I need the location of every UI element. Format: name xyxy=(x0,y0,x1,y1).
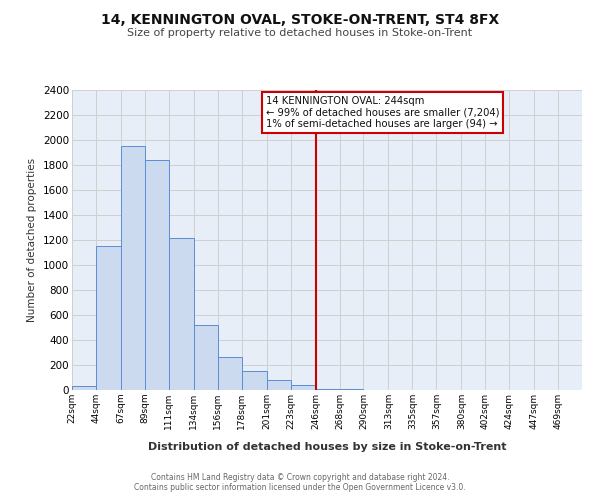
Bar xyxy=(218,357,242,390)
Bar xyxy=(169,238,194,390)
Bar xyxy=(145,160,169,390)
Text: 14 KENNINGTON OVAL: 244sqm
← 99% of detached houses are smaller (7,204)
1% of se: 14 KENNINGTON OVAL: 244sqm ← 99% of deta… xyxy=(266,96,499,129)
Bar xyxy=(316,389,340,390)
Text: Distribution of detached houses by size in Stoke-on-Trent: Distribution of detached houses by size … xyxy=(148,442,506,452)
Bar xyxy=(121,146,145,390)
Text: 14, KENNINGTON OVAL, STOKE-ON-TRENT, ST4 8FX: 14, KENNINGTON OVAL, STOKE-ON-TRENT, ST4… xyxy=(101,12,499,26)
Bar xyxy=(266,380,290,390)
Bar xyxy=(96,246,121,390)
Text: Contains public sector information licensed under the Open Government Licence v3: Contains public sector information licen… xyxy=(134,482,466,492)
Text: Size of property relative to detached houses in Stoke-on-Trent: Size of property relative to detached ho… xyxy=(127,28,473,38)
Bar xyxy=(242,371,266,390)
Y-axis label: Number of detached properties: Number of detached properties xyxy=(28,158,37,322)
Bar xyxy=(194,325,218,390)
Bar xyxy=(290,385,316,390)
Text: Contains HM Land Registry data © Crown copyright and database right 2024.: Contains HM Land Registry data © Crown c… xyxy=(151,472,449,482)
Bar xyxy=(72,386,96,390)
